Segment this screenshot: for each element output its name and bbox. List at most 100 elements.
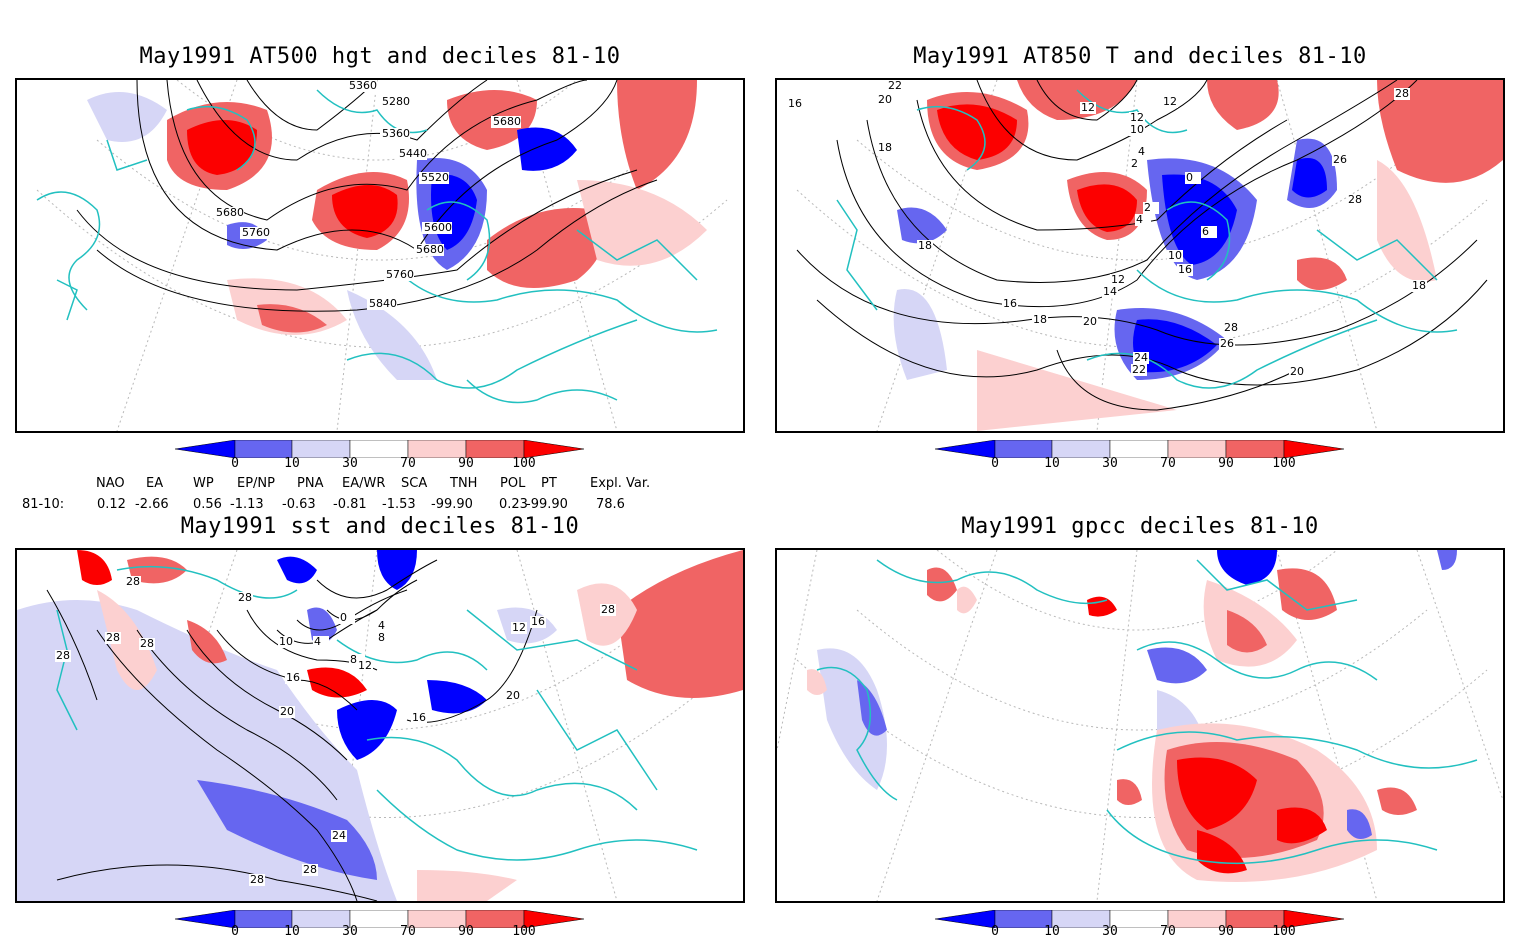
colorbar-label: 70 — [1160, 456, 1176, 471]
svg-text:4: 4 — [378, 619, 385, 632]
svg-text:0: 0 — [340, 611, 347, 624]
svg-text:12: 12 — [1111, 273, 1125, 286]
svg-text:28: 28 — [126, 575, 140, 588]
colorbar-hgt-scale — [174, 439, 585, 459]
svg-text:5440: 5440 — [399, 147, 427, 160]
index-value-epnp: -1.13 — [230, 497, 264, 512]
svg-text:5680: 5680 — [416, 243, 444, 256]
colorbar-sst: 0 10 30 70 90 100 — [174, 909, 585, 940]
colorbar-t850: 0 10 30 70 90 100 — [934, 439, 1345, 480]
map-panel-sst: 28 28 28 28 28 10 4 0 4 8 8 12 16 20 16 … — [15, 548, 745, 903]
colorbar-label: 0 — [991, 456, 999, 471]
svg-text:5520: 5520 — [421, 171, 449, 184]
svg-text:5760: 5760 — [242, 226, 270, 239]
svg-text:10: 10 — [1130, 123, 1144, 136]
svg-text:16: 16 — [1003, 297, 1017, 310]
svg-text:5680: 5680 — [216, 206, 244, 219]
colorbar-gpcc-scale — [934, 909, 1345, 929]
colorbar-t850-scale — [934, 439, 1345, 459]
colorbar-label: 70 — [400, 456, 416, 471]
svg-text:5360: 5360 — [349, 80, 377, 92]
index-value-pol: 0.23 — [499, 497, 528, 512]
colorbar-label: 70 — [1160, 924, 1176, 939]
colorbar-label: 100 — [1272, 924, 1296, 939]
colorbar-label: 0 — [231, 924, 239, 939]
index-value-explvar: 78.6 — [596, 497, 625, 512]
colorbar-label: 90 — [1218, 456, 1234, 471]
colorbar-label: 100 — [512, 456, 536, 471]
map-gpcc-graphic — [777, 550, 1503, 901]
svg-text:22: 22 — [888, 80, 902, 92]
index-value-ea: -2.66 — [135, 497, 169, 512]
svg-text:2: 2 — [1144, 201, 1151, 214]
svg-text:2: 2 — [1131, 157, 1138, 170]
svg-text:28: 28 — [106, 631, 120, 644]
map-panel-gpcc — [775, 548, 1505, 903]
svg-text:22: 22 — [1132, 363, 1146, 376]
svg-text:6: 6 — [1202, 225, 1209, 238]
index-value-sca: -1.53 — [382, 497, 416, 512]
svg-text:20: 20 — [506, 689, 520, 702]
index-value-eawr: -0.81 — [333, 497, 367, 512]
colorbar-label: 0 — [991, 924, 999, 939]
panel-title-sst: May1991 sst and deciles 81-10 — [180, 514, 580, 539]
colorbar-label: 70 — [400, 924, 416, 939]
colorbar-label: 30 — [1102, 924, 1118, 939]
svg-text:14: 14 — [1103, 285, 1117, 298]
svg-text:12: 12 — [512, 621, 526, 634]
index-header-ea: EA — [146, 476, 164, 491]
colorbar-label: 90 — [1218, 924, 1234, 939]
svg-text:4: 4 — [314, 635, 321, 648]
index-header-pt: PT — [541, 476, 557, 491]
svg-text:18: 18 — [918, 239, 932, 252]
svg-text:28: 28 — [601, 603, 615, 616]
svg-text:28: 28 — [250, 873, 264, 886]
svg-text:18: 18 — [1412, 279, 1426, 292]
svg-text:28: 28 — [1395, 87, 1409, 100]
panel-title-hgt: May1991 AT500 hgt and deciles 81-10 — [139, 44, 621, 69]
svg-text:26: 26 — [1220, 337, 1234, 350]
colorbar-label: 10 — [1044, 924, 1060, 939]
colorbar-sst-scale — [174, 909, 585, 929]
svg-text:5360: 5360 — [382, 127, 410, 140]
colorbar-gpcc: 0 10 30 70 90 100 — [934, 909, 1345, 940]
index-header-eawr: EA/WR — [342, 476, 386, 491]
svg-text:5600: 5600 — [424, 221, 452, 234]
map-panel-t850: 22 20 16 18 12 12 12 10 4 2 0 2 4 6 10 1… — [775, 78, 1505, 433]
index-header-sca: SCA — [401, 476, 428, 491]
colorbar-label: 10 — [284, 456, 300, 471]
svg-text:12: 12 — [1130, 111, 1144, 124]
svg-text:5840: 5840 — [369, 297, 397, 310]
svg-text:12: 12 — [1081, 101, 1095, 114]
svg-text:20: 20 — [1290, 365, 1304, 378]
index-value-nao: 0.12 — [97, 497, 126, 512]
svg-text:10: 10 — [279, 635, 293, 648]
svg-text:24: 24 — [332, 829, 346, 842]
panel-title-t850: May1991 AT850 T and deciles 81-10 — [913, 44, 1367, 69]
map-t850-graphic: 22 20 16 18 12 12 12 10 4 2 0 2 4 6 10 1… — [787, 80, 1503, 431]
index-header-wp: WP — [193, 476, 214, 491]
map-hgt-graphic: 5360 5280 5680 5360 5440 5520 5680 5760 … — [17, 80, 728, 431]
colorbar-label: 90 — [458, 456, 474, 471]
colorbar-label: 30 — [342, 456, 358, 471]
svg-text:4: 4 — [1136, 213, 1143, 226]
index-header-tnh: TNH — [450, 476, 478, 491]
index-value-pna: -0.63 — [282, 497, 316, 512]
index-header-epnp: EP/NP — [237, 476, 275, 491]
index-value-wp: 0.56 — [193, 497, 222, 512]
colorbar-label: 100 — [512, 924, 536, 939]
svg-text:20: 20 — [1083, 315, 1097, 328]
colorbar-label: 0 — [231, 456, 239, 471]
svg-text:18: 18 — [1033, 313, 1047, 326]
svg-text:26: 26 — [1333, 153, 1347, 166]
svg-text:24: 24 — [1134, 351, 1148, 364]
svg-text:4: 4 — [1138, 145, 1145, 158]
svg-text:8: 8 — [350, 653, 357, 666]
map-sst-graphic: 28 28 28 28 28 10 4 0 4 8 8 12 16 20 16 … — [17, 550, 743, 901]
index-header-explvar: Expl. Var. — [590, 476, 651, 491]
svg-text:16: 16 — [531, 615, 545, 628]
svg-text:20: 20 — [280, 705, 294, 718]
colorbar-label: 10 — [1044, 456, 1060, 471]
svg-text:5680: 5680 — [493, 115, 521, 128]
colorbar-label: 90 — [458, 924, 474, 939]
